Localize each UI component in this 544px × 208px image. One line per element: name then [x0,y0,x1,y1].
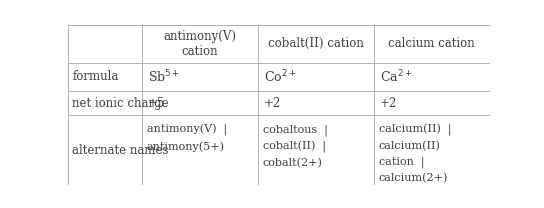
Text: calcium cation: calcium cation [388,37,475,50]
Text: net ionic charge: net ionic charge [72,97,169,110]
Text: calcium(II)  |
calcium(II)
cation  |
calcium(2+): calcium(II) | calcium(II) cation | calci… [379,124,451,183]
Text: $\mathregular{Co}^{2+}$: $\mathregular{Co}^{2+}$ [264,68,296,85]
Text: cobaltous  |
cobalt(II)  |
cobalt(2+): cobaltous | cobalt(II) | cobalt(2+) [263,124,327,168]
Text: alternate names: alternate names [72,144,169,157]
Text: antimony(V)
cation: antimony(V) cation [163,30,236,58]
Text: cobalt(II) cation: cobalt(II) cation [268,37,363,50]
Text: +5: +5 [147,97,165,110]
Text: +2: +2 [264,97,281,110]
Text: antimony(V)  |
antimony(5+): antimony(V) | antimony(5+) [147,124,227,152]
Text: +2: +2 [380,97,397,110]
Text: $\mathregular{Sb}^{5+}$: $\mathregular{Sb}^{5+}$ [147,68,180,85]
Text: formula: formula [72,70,119,83]
Text: $\mathregular{Ca}^{2+}$: $\mathregular{Ca}^{2+}$ [380,68,412,85]
